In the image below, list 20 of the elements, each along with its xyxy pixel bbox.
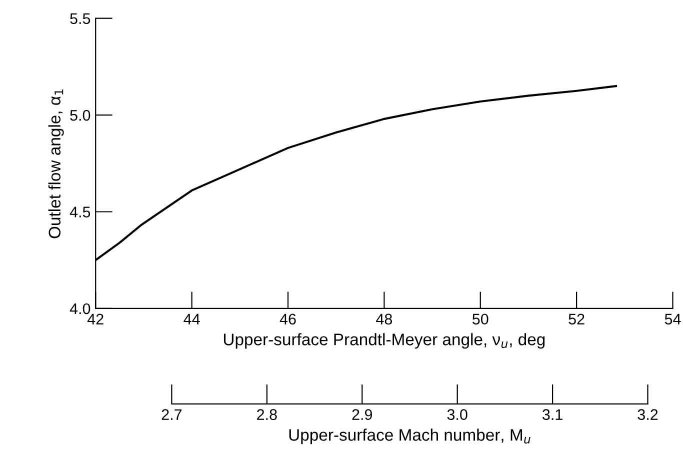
x-tick-label: 50	[472, 314, 488, 325]
y-tick-label: 4.5	[70, 206, 90, 218]
x-tick-label: 46	[280, 314, 296, 325]
x2-tick-label: 2.9	[352, 409, 372, 420]
x-tick-label: 48	[376, 314, 392, 325]
x2-tick-label: 3.0	[447, 409, 468, 420]
x-tick-label: 54	[664, 314, 681, 325]
x2-tick-label: 3.2	[638, 409, 658, 420]
y-tick-label: 5.5	[70, 13, 90, 24]
y-tick-label: 4.0	[70, 303, 90, 314]
x2-tick-label: 2.7	[162, 409, 182, 420]
x-tick-label: 52	[568, 314, 584, 325]
x-tick-label: 42	[87, 314, 104, 324]
y-axis-title: Outlet flow angle, α$_{1}$	[48, 89, 64, 238]
x2-tick-label: 3.1	[542, 409, 562, 420]
x-tick-label: 44	[184, 314, 200, 324]
x-axis-title: Upper-surface Prandtl-Meyer angle, ν$_{u}$, deg	[224, 333, 545, 349]
x2-axis-title: Upper-surface Mach number, M$_{u}$	[289, 428, 530, 444]
y-tick-label: 5.0	[70, 110, 90, 121]
x2-tick-label: 2.8	[257, 409, 277, 420]
